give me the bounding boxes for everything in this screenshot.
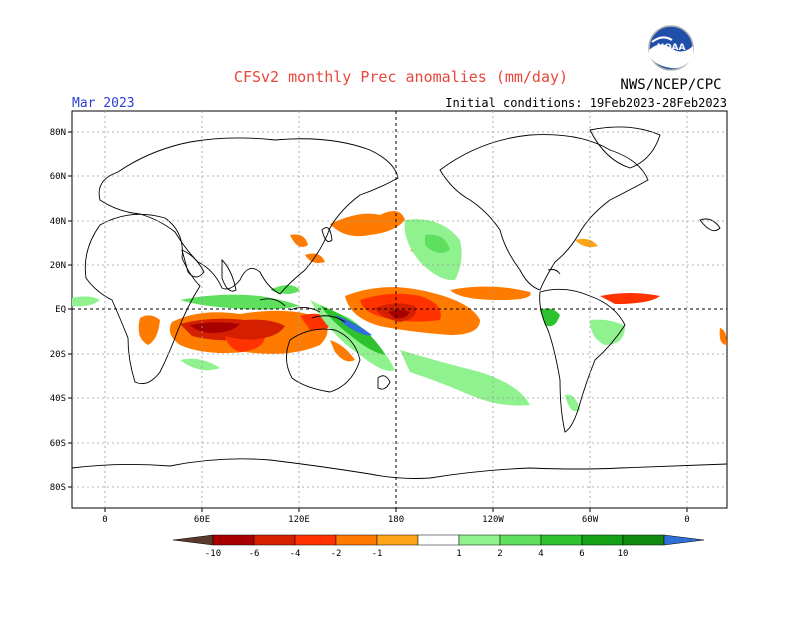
lon-label: 0 [684, 515, 689, 525]
map-body [72, 111, 727, 508]
lon-axis: 0 60E 120E 180 120W 60W 0 [102, 508, 690, 525]
colorbar-tick-label: -1 [372, 549, 383, 559]
lat-label: 20S [50, 350, 66, 360]
lat-label: 60S [50, 439, 66, 449]
lat-label: EQ [55, 305, 66, 315]
colorbar-swatch [294, 534, 337, 546]
colorbar-swatch [376, 534, 419, 546]
colorbar-arrow-high [663, 534, 705, 546]
agency-label: NWS/NCEP/CPC [620, 77, 721, 93]
colorbar-tick-label: 4 [538, 549, 543, 559]
coastlines [72, 126, 727, 479]
lon-label: 0 [102, 515, 107, 525]
lat-label: 80S [50, 483, 66, 493]
lat-label: 40S [50, 394, 66, 404]
colorbar-tick-label: 1 [456, 549, 461, 559]
colorbar-tick-label: -6 [249, 549, 260, 559]
colorbar-tick-label: -10 [205, 549, 221, 559]
chart-title: CFSv2 monthly Prec anomalies (mm/day) [234, 68, 568, 86]
colorbar-tick-label: -2 [331, 549, 342, 559]
colorbar-swatch [540, 534, 583, 546]
colorbar-tick-label: 2 [497, 549, 502, 559]
lon-label: 60E [194, 515, 210, 525]
colorbar-swatch [622, 534, 665, 546]
colorbar-swatch [212, 534, 255, 546]
lon-label: 120W [482, 515, 504, 525]
valid-month: Mar 2023 [72, 96, 135, 111]
colorbar-swatch [581, 534, 624, 546]
noaa-logo: NOAA [648, 25, 694, 71]
lon-label: 60W [582, 515, 599, 525]
initial-conditions: Initial conditions: 19Feb2023-28Feb2023 [445, 96, 727, 110]
lat-label: 40N [50, 217, 66, 227]
colorbar-tick-label: 10 [618, 549, 629, 559]
colorbar-swatch [253, 534, 296, 546]
lon-label: 120E [288, 515, 310, 525]
colorbar-swatch [417, 534, 460, 546]
lat-label: 80N [50, 128, 66, 138]
lon-label: 180 [388, 515, 404, 525]
colorbar-tick-label: -4 [290, 549, 301, 559]
lat-label: 60N [50, 172, 66, 182]
lat-label: 20N [50, 261, 66, 271]
colorbar-arrow-low [172, 534, 214, 546]
colorbar-tick-label: 6 [579, 549, 584, 559]
noaa-logo-text: NOAA [657, 43, 686, 53]
colorbar-swatch [499, 534, 542, 546]
colorbar-swatch [458, 534, 501, 546]
colorbar-swatch [335, 534, 378, 546]
map-gridlines [72, 111, 727, 508]
colorbar: -10 -6 -4 -2 -1 1 2 4 6 10 [172, 534, 705, 559]
lat-axis: 80N 60N 40N 20N EQ 20S 40S 60S 80S [50, 128, 72, 493]
